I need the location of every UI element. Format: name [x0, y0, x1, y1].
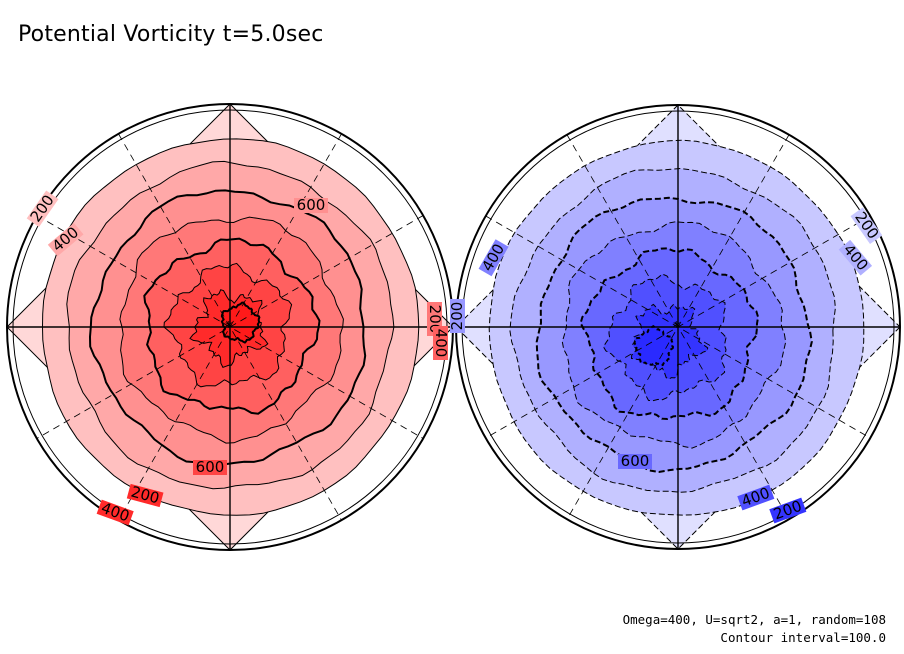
contour-label: 200: [771, 497, 804, 524]
contour-label-bg: [433, 326, 448, 360]
contour-interval-text: Contour interval=100.0: [720, 630, 886, 645]
contour-label: 600: [196, 458, 225, 476]
contour-label-bg: [126, 483, 164, 508]
contour-label-bg: [47, 222, 84, 257]
contour-label-bg: [769, 497, 807, 524]
contour-label: 200: [448, 302, 466, 331]
contour-label-bg: [850, 207, 883, 244]
contour-label: 400: [99, 499, 132, 526]
vortex-core: [633, 324, 675, 367]
meridian-line: [36, 215, 424, 439]
contour-label: 400: [432, 329, 450, 358]
contour-label-bg: [26, 190, 59, 227]
vortex-core: [220, 301, 261, 344]
contour-label: 600: [621, 452, 650, 470]
contour-label-bg: [618, 454, 652, 469]
contour-label-bg: [294, 198, 328, 213]
contour-label: 600: [297, 196, 326, 214]
chart-title: Potential Vorticity t=5.0sec: [18, 22, 324, 47]
contour-label-bg: [96, 499, 134, 526]
parameter-text: Omega=400, U=sqrt2, a=1, random=108: [622, 612, 886, 627]
contour-label-bg: [737, 484, 775, 511]
contour-label-bg: [193, 460, 227, 475]
contour-label-bg: [838, 239, 873, 276]
meridian-line: [485, 215, 871, 439]
pole-marker: *: [673, 318, 681, 336]
contour-label-bg: [478, 239, 509, 277]
pole-marker: *: [225, 318, 233, 336]
contour-label-bg: [450, 299, 465, 333]
